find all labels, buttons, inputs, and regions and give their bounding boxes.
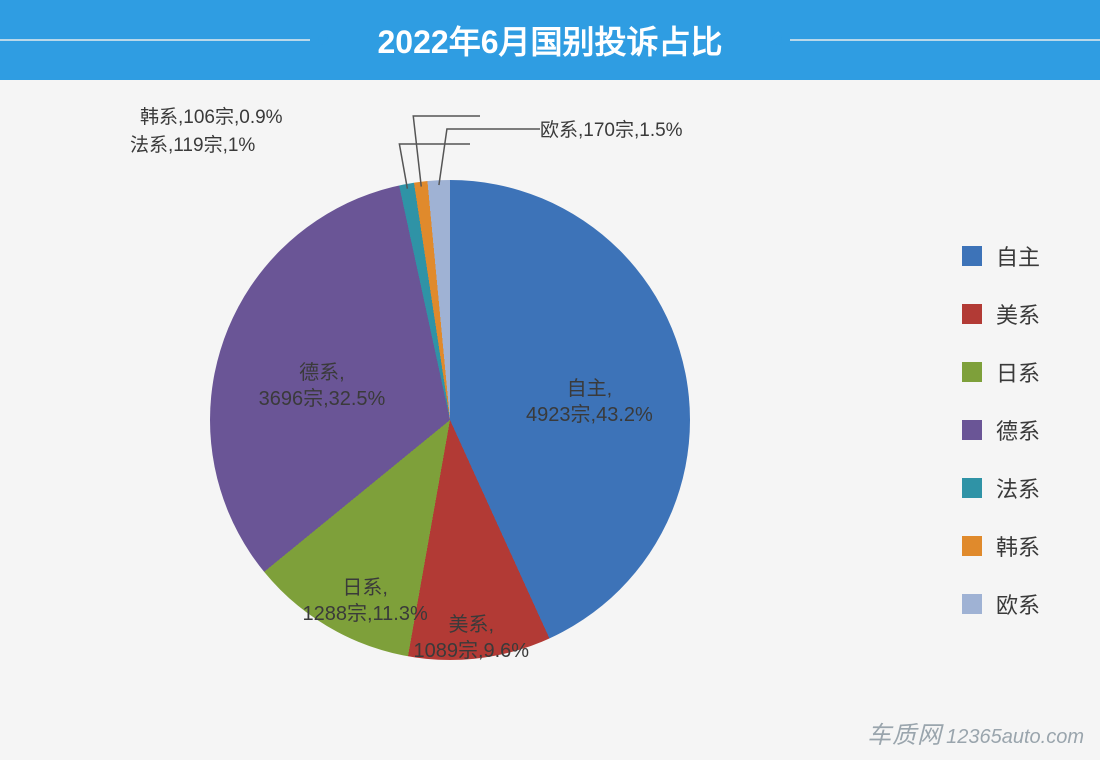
legend-item-韩系: 韩系	[962, 530, 1040, 562]
legend-label: 自主	[996, 240, 1040, 272]
header-dot-left	[318, 35, 328, 45]
legend-item-自主: 自主	[962, 240, 1040, 272]
legend-swatch	[962, 304, 982, 324]
legend-swatch	[962, 420, 982, 440]
legend-label: 欧系	[996, 588, 1040, 620]
chart-title: 2022年6月国别投诉占比	[338, 17, 763, 63]
slice-label-德系: 德系,3696宗,32.5%	[259, 360, 386, 412]
legend-swatch	[962, 594, 982, 614]
legend-item-德系: 德系	[962, 414, 1040, 446]
header-line-right	[790, 39, 1100, 41]
legend-label: 日系	[996, 356, 1040, 388]
callout-label-韩系: 韩系,106宗,0.9%	[140, 102, 283, 129]
legend-label: 韩系	[996, 530, 1040, 562]
legend-item-日系: 日系	[962, 356, 1040, 388]
chart-header: 2022年6月国别投诉占比	[0, 0, 1100, 80]
header-line-left	[0, 39, 310, 41]
chart-area: 自主,4923宗,43.2% 美系,1089宗,9.6%日系,1288宗,11.3…	[0, 80, 1100, 720]
legend-swatch	[962, 536, 982, 556]
watermark-url: 12365auto.com	[946, 726, 1084, 749]
legend-item-欧系: 欧系	[962, 588, 1040, 620]
callout-label-法系: 法系,119宗,1%	[130, 130, 255, 157]
header-dot-right	[772, 35, 782, 45]
slice-label-美系: 美系,1089宗,9.6%	[413, 612, 529, 664]
legend-item-美系: 美系	[962, 298, 1040, 330]
legend: 自主美系日系德系法系韩系欧系	[962, 240, 1040, 620]
callout-label-欧系: 欧系,170宗,1.5%	[540, 115, 683, 142]
watermark-brand: 车质网	[867, 715, 942, 750]
legend-swatch	[962, 246, 982, 266]
legend-label: 法系	[996, 472, 1040, 504]
watermark: 车质网 12365auto.com	[867, 715, 1084, 750]
legend-swatch	[962, 478, 982, 498]
slice-label-日系: 日系,1288宗,11.3%	[303, 575, 428, 627]
legend-label: 美系	[996, 298, 1040, 330]
legend-label: 德系	[996, 414, 1040, 446]
slice-label-自主: 自主,4923宗,43.2%	[526, 376, 653, 428]
legend-item-法系: 法系	[962, 472, 1040, 504]
legend-swatch	[962, 362, 982, 382]
